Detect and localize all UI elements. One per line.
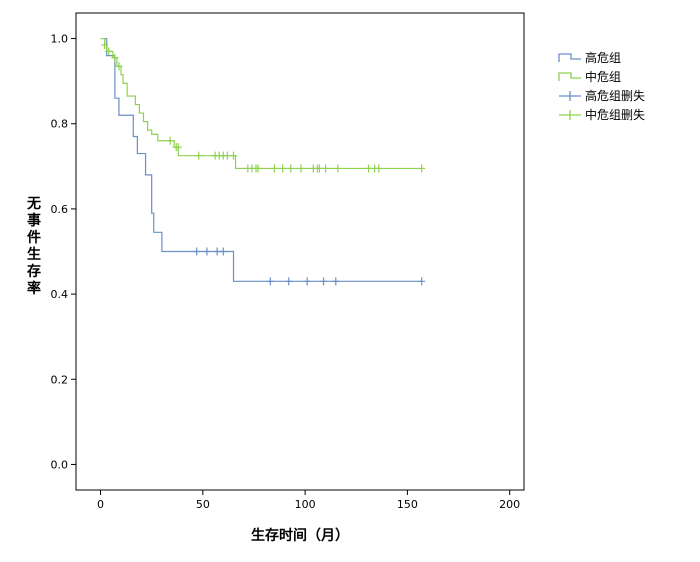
x-tick-label: 50 (196, 498, 210, 511)
legend-swatch-censor (559, 110, 581, 120)
censor-mark (303, 277, 311, 286)
censor-mark (334, 164, 342, 173)
survival-curves (100, 37, 422, 282)
censor-mark (166, 136, 174, 145)
y-tick-label: 0.2 (51, 373, 69, 386)
censor-mark (101, 40, 109, 49)
y-tick-label: 0.8 (51, 118, 69, 131)
legend-label: 高危组删失 (585, 88, 645, 103)
censor-mark (266, 277, 274, 286)
y-tick-label: 0.0 (51, 458, 69, 471)
censor-mark (213, 247, 221, 256)
y-axis-title-char: 件 (27, 229, 41, 246)
legend-label: 高危组 (585, 50, 621, 65)
censor-mark (174, 143, 182, 152)
y-tick-label: 0.6 (51, 203, 69, 216)
censor-mark (285, 277, 293, 286)
y-axis-title-char: 生 (27, 246, 41, 263)
censor-mark (111, 53, 119, 62)
censor-mark (203, 247, 211, 256)
censor-mark (219, 247, 227, 256)
censor-mark (223, 151, 231, 160)
y-axis-title-char: 存 (27, 263, 41, 280)
censor-mark (315, 164, 323, 173)
legend-label: 中危组 (585, 69, 621, 84)
km-curve-mid-risk (100, 37, 422, 170)
censor-mark (230, 151, 238, 160)
x-tick-label: 0 (97, 498, 104, 511)
x-tick-label: 200 (499, 498, 520, 511)
y-axis: 0.0 0.2 0.4 0.6 0.8 1.0 (51, 33, 76, 471)
x-axis-title: 生存时间（月） (251, 527, 349, 544)
y-axis-title-char: 率 (27, 280, 41, 297)
x-tick-label: 150 (397, 498, 418, 511)
censor-mark (297, 164, 305, 173)
censor-mark (322, 164, 330, 173)
censor-marks (101, 40, 426, 286)
censor-mark (279, 164, 287, 173)
legend-swatch-line (558, 53, 581, 62)
censor-mark (105, 47, 113, 56)
censor-mark (193, 247, 201, 256)
censor-mark (375, 164, 383, 173)
censor-mark (270, 164, 278, 173)
censor-mark (418, 277, 426, 286)
y-axis-title-char: 无 (26, 196, 41, 212)
censor-mark (418, 164, 426, 173)
censor-mark (332, 277, 340, 286)
y-tick-label: 0.4 (51, 288, 69, 301)
censor-mark (195, 151, 203, 160)
y-axis-title-char: 事 (27, 212, 41, 229)
legend-swatch-censor (559, 91, 581, 101)
legend-label: 中危组删失 (585, 107, 645, 122)
km-curve-high-risk (100, 37, 422, 282)
censor-mark (254, 164, 262, 173)
censor-mark (287, 164, 295, 173)
censor-mark (115, 62, 123, 71)
plot-frame (75, 12, 525, 491)
x-tick-label: 100 (295, 498, 316, 511)
y-tick-label: 1.0 (51, 33, 69, 46)
censor-mark (365, 164, 373, 173)
legend-swatch-line (558, 72, 581, 81)
x-axis: 0 50 100 150 200 (97, 490, 520, 511)
censor-mark (320, 277, 328, 286)
